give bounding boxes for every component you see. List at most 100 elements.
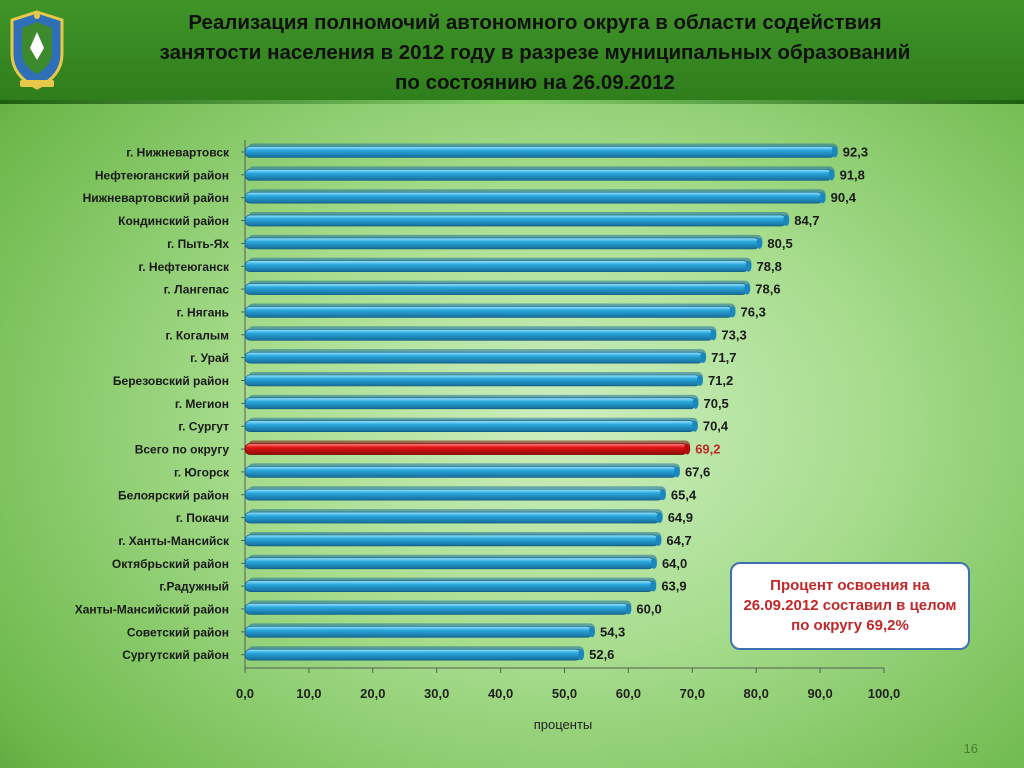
value-label: 54,3 — [600, 624, 625, 639]
bar-end-cap — [650, 580, 657, 592]
bar-end-cap — [783, 215, 790, 227]
category-label: Советский район — [127, 625, 229, 639]
bar — [244, 580, 654, 592]
value-label: 69,2 — [695, 442, 720, 457]
bar-end-cap — [691, 420, 698, 432]
x-tick-label: 0,0 — [236, 686, 254, 701]
value-label: 70,4 — [703, 419, 729, 434]
category-label: г. Когалым — [165, 328, 229, 342]
bar-highlight — [244, 443, 688, 455]
x-tick-label: 10,0 — [296, 686, 321, 701]
category-label: Нефтеюганский район — [95, 168, 229, 182]
value-label: 64,0 — [662, 556, 687, 571]
value-label: 92,3 — [843, 145, 868, 160]
slide-header — [0, 0, 1024, 100]
value-label: 52,6 — [589, 647, 614, 662]
x-tick-label: 50,0 — [552, 686, 577, 701]
bar — [244, 191, 823, 204]
value-label: 65,4 — [671, 487, 697, 502]
bar — [244, 420, 696, 433]
value-label: 64,7 — [666, 533, 691, 548]
bar-end-cap — [729, 306, 736, 318]
category-label: Октябрьский район — [112, 557, 229, 571]
value-label: 80,5 — [767, 236, 792, 251]
bar-end-cap — [656, 512, 663, 524]
title-line-2: занятости населения в 2012 году в разрез… — [159, 41, 911, 64]
category-label: Ханты-Мансийский район — [75, 603, 229, 617]
bar — [244, 374, 701, 387]
value-label: 76,3 — [741, 304, 766, 319]
bar — [244, 283, 748, 295]
bar-end-cap — [700, 352, 707, 364]
category-label: г. Лангепас — [164, 283, 230, 297]
bar — [244, 328, 714, 341]
x-tick-label: 90,0 — [807, 686, 832, 701]
value-label: 78,6 — [755, 282, 780, 297]
value-label: 84,7 — [794, 213, 819, 228]
bar-end-cap — [684, 443, 691, 455]
category-label: Белоярский район — [118, 488, 229, 502]
category-label: Всего по округу — [135, 443, 230, 457]
summary-note: Процент освоения на 26.09.2012 составил … — [730, 562, 970, 650]
bar — [244, 237, 760, 250]
bar — [244, 260, 749, 273]
value-label: 90,4 — [831, 190, 857, 205]
value-label: 64,9 — [668, 510, 693, 525]
x-axis-label: проценты — [534, 717, 593, 732]
bar — [244, 214, 787, 227]
value-label: 91,8 — [840, 167, 865, 182]
bar-end-cap — [744, 283, 751, 295]
title-line-3: по состоянию на 26.09.2012 — [395, 71, 675, 94]
bar-end-cap — [828, 169, 835, 181]
value-label: 60,0 — [636, 602, 661, 617]
bar-end-cap — [659, 489, 666, 501]
category-label: г. Нягань — [177, 305, 229, 319]
value-label: 73,3 — [721, 327, 746, 342]
bar — [244, 169, 832, 181]
summary-note-text: Процент освоения на 26.09.2012 составил … — [743, 577, 957, 634]
bar-end-cap — [819, 192, 826, 204]
bar — [244, 466, 678, 478]
bar-end-cap — [655, 534, 662, 546]
bar — [244, 351, 704, 364]
bar — [244, 603, 629, 615]
x-tick-label: 100,0 — [868, 686, 901, 701]
x-tick-label: 60,0 — [616, 686, 641, 701]
category-label: г. Сургут — [178, 420, 229, 434]
bar — [244, 146, 836, 158]
bar — [244, 648, 582, 661]
x-tick-label: 40,0 — [488, 686, 513, 701]
value-label: 70,5 — [703, 396, 728, 411]
bar — [244, 306, 733, 318]
value-label: 71,2 — [708, 373, 733, 388]
x-tick-label: 80,0 — [744, 686, 769, 701]
coat-of-arms-icon — [10, 10, 64, 90]
category-label: Березовский район — [113, 374, 229, 388]
x-tick-label: 70,0 — [680, 686, 705, 701]
category-label: г. Югорск — [174, 465, 230, 479]
category-label: г. Пыть-Ях — [167, 237, 229, 251]
value-label: 78,8 — [757, 259, 782, 274]
value-label: 71,7 — [711, 350, 736, 365]
bar-end-cap — [578, 649, 585, 661]
header-divider — [0, 100, 1024, 104]
bar-end-cap — [588, 626, 595, 638]
category-label: г. Покачи — [176, 511, 229, 525]
bar — [244, 534, 659, 547]
category-label: г. Урай — [190, 351, 229, 365]
value-label: 63,9 — [661, 579, 686, 594]
bar-end-cap — [650, 557, 657, 569]
slide-title: Реализация полномочий автономного округа… — [95, 8, 975, 98]
bar-end-cap — [756, 237, 763, 249]
bar-end-cap — [625, 603, 632, 615]
bar-end-cap — [710, 329, 717, 341]
x-tick-label: 20,0 — [360, 686, 385, 701]
category-label: г.Радужный — [159, 580, 229, 594]
category-label: г. Ханты-Мансийск — [118, 534, 230, 548]
category-label: г. Нефтеюганск — [138, 260, 230, 274]
bar — [244, 488, 664, 501]
category-label: Нижневартовский район — [83, 191, 229, 205]
bar — [244, 626, 593, 638]
bar-end-cap — [696, 375, 703, 386]
